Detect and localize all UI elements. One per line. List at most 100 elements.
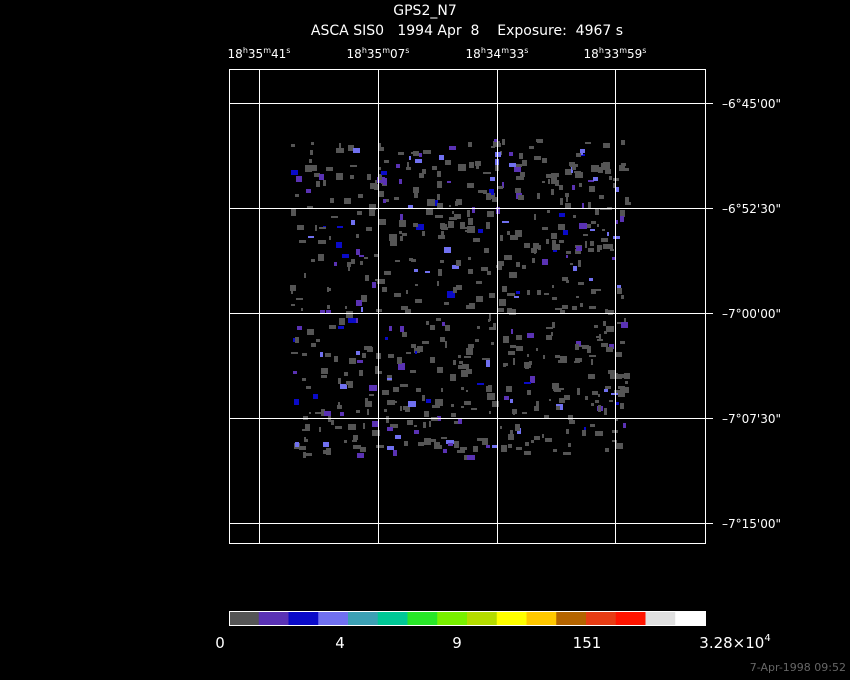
pixel <box>291 144 295 147</box>
pixel <box>542 158 547 163</box>
pixel <box>467 455 475 460</box>
pixel <box>450 374 456 381</box>
pixel <box>500 426 502 429</box>
pixel <box>326 167 333 171</box>
pixel <box>522 265 526 269</box>
pixel <box>620 403 624 409</box>
pixel <box>595 400 599 403</box>
pixel <box>432 166 437 170</box>
pixel <box>321 368 328 374</box>
ra-part: 35 <box>248 47 263 61</box>
pixel <box>513 358 515 365</box>
pixel <box>565 193 569 197</box>
pixel <box>476 296 483 302</box>
pixel <box>589 306 596 309</box>
pixel <box>299 240 306 243</box>
pixel <box>577 388 580 395</box>
pixel <box>372 282 376 288</box>
pixel <box>440 260 444 263</box>
colorbar-label: 4 <box>335 634 345 652</box>
pixel <box>579 183 582 187</box>
pixel <box>558 360 566 363</box>
pixel <box>399 231 402 234</box>
pixel <box>350 175 354 179</box>
pixel <box>331 420 334 425</box>
pixel <box>357 360 363 363</box>
pixel <box>291 304 295 306</box>
ra-label: 18h33m59s <box>584 46 647 61</box>
pixel <box>386 416 389 423</box>
pixel <box>316 339 320 342</box>
pixel <box>534 436 540 440</box>
pixel <box>572 306 577 310</box>
pixel <box>370 183 377 189</box>
pixel <box>572 164 576 170</box>
colorbar-segment <box>229 611 260 625</box>
pixel <box>415 284 418 286</box>
pixel <box>482 438 488 445</box>
pixel <box>304 439 308 442</box>
pixel <box>398 363 405 370</box>
pixel <box>438 269 442 276</box>
pixel <box>447 181 451 183</box>
ra-part: h <box>599 46 604 55</box>
pixel <box>441 388 443 392</box>
pixel <box>461 387 464 390</box>
colorbar: 0 4 9 151 3.28×104 <box>215 611 771 652</box>
pixel <box>418 442 424 446</box>
pixel <box>393 387 399 392</box>
pixel <box>486 222 490 229</box>
pixel <box>462 364 469 369</box>
pixel <box>394 293 401 297</box>
pixel <box>601 238 608 242</box>
pixel <box>435 215 439 218</box>
pixel <box>311 142 314 145</box>
pixel <box>546 335 552 340</box>
pixel <box>442 224 447 227</box>
pixel <box>319 227 326 229</box>
pixel <box>603 244 610 249</box>
pixel <box>510 430 513 435</box>
pixel <box>582 430 586 436</box>
pixel <box>454 214 461 219</box>
pixel <box>608 370 615 374</box>
pixel <box>512 409 517 414</box>
pixel <box>435 399 443 406</box>
pixel <box>413 223 418 227</box>
pixel <box>295 337 299 343</box>
pixel <box>520 172 525 177</box>
colorbar-segment <box>318 611 349 625</box>
pixel <box>504 255 507 260</box>
pixel <box>616 374 624 378</box>
pixel <box>468 218 473 225</box>
pixel <box>530 376 535 383</box>
pixel <box>621 140 625 145</box>
pixel <box>476 165 479 169</box>
colorbar-segment <box>675 611 706 625</box>
pixel <box>531 248 537 253</box>
pixel <box>610 244 613 249</box>
pixel <box>559 240 564 243</box>
pixel <box>422 169 426 174</box>
pixel <box>616 352 622 357</box>
pixel <box>533 243 539 249</box>
colorbar-label: 151 <box>573 634 602 652</box>
pixel <box>393 450 397 456</box>
pixel <box>487 211 494 217</box>
pixel <box>348 318 356 323</box>
pixel <box>375 279 377 281</box>
pixel <box>320 352 323 357</box>
pixel <box>605 386 611 389</box>
pixel <box>544 293 549 295</box>
pixel <box>613 236 620 239</box>
pixel <box>356 249 360 255</box>
pixel <box>493 323 496 330</box>
pixel <box>359 370 363 376</box>
pixel <box>548 179 550 184</box>
pixel <box>514 167 521 172</box>
pixel <box>381 171 387 175</box>
pixel <box>353 148 360 153</box>
pixel <box>430 357 435 363</box>
pixel <box>620 389 624 392</box>
pixel <box>407 420 413 425</box>
